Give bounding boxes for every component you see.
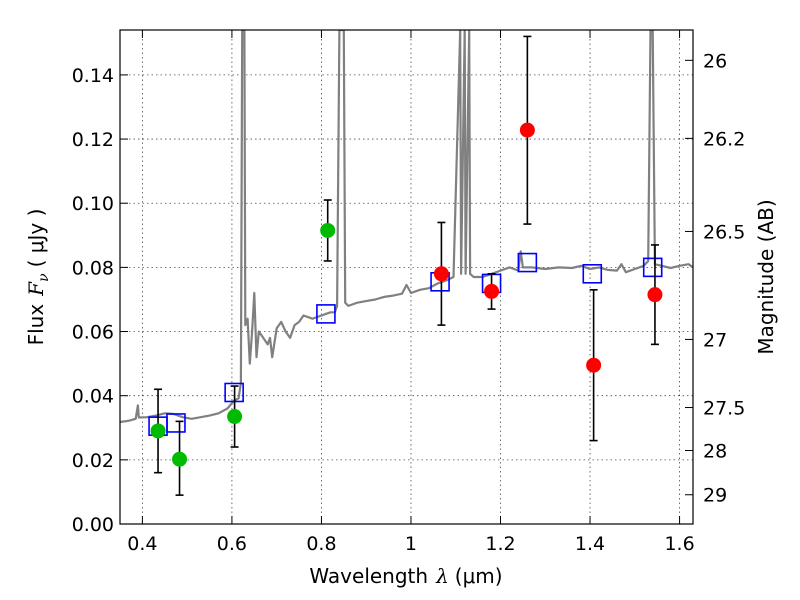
series-layer — [120, 30, 693, 496]
detection-point — [519, 122, 535, 138]
y-tick-label: 0.00 — [72, 514, 114, 536]
y2-tick-label: 28 — [703, 441, 727, 463]
x-tick-label: 0.4 — [127, 533, 157, 555]
x-tick-label: 0.8 — [306, 533, 336, 555]
y-tick-label: 0.10 — [72, 193, 114, 215]
y-tick-label: 0.04 — [72, 386, 114, 408]
model-photometry-point — [166, 413, 186, 433]
y2-axis: 26 26.2 26.5 27 27.5 28 29 — [685, 50, 745, 507]
y-tick-label: 0.12 — [72, 129, 114, 151]
spectrum-line — [120, 30, 693, 424]
y2-axis-label: Magnitude (AB) — [754, 199, 778, 354]
model-photometry-point — [517, 252, 538, 273]
x-tick-label: 1 — [405, 533, 417, 555]
plot-area — [120, 30, 693, 496]
y2-tick-label: 27 — [703, 329, 727, 351]
detection-point — [586, 357, 602, 373]
detection-point — [172, 451, 188, 467]
x-axis: 0.4 0.6 0.8 1 1.2 1.4 1.6 — [127, 30, 695, 555]
y2-tick-label: 26.5 — [703, 221, 745, 243]
detection-point — [320, 222, 336, 238]
x-tick-label: 1.4 — [575, 533, 605, 555]
y2-tick-label: 26.2 — [703, 128, 745, 150]
detection-point — [227, 409, 243, 425]
y-tick-label: 0.08 — [72, 257, 114, 279]
detection-point — [484, 283, 500, 299]
model-photometry-point — [582, 263, 603, 284]
y-tick-label: 0.02 — [72, 450, 114, 472]
detection-point — [150, 423, 166, 439]
y-tick-label: 0.14 — [72, 65, 114, 87]
plot-frame — [119, 29, 694, 525]
y2-tick-label: 27.5 — [703, 398, 745, 420]
x-axis-label: Wavelength λ (μm) — [309, 564, 502, 588]
model-photometry-point — [316, 304, 336, 324]
detection-point — [647, 287, 663, 303]
y-tick-label: 0.06 — [72, 322, 114, 344]
detection-point — [433, 266, 449, 282]
grid-lines — [120, 30, 693, 525]
y2-tick-label: 26 — [703, 50, 727, 72]
y2-tick-label: 29 — [703, 485, 727, 507]
y-axis-label: FluxFν( μJy ) — [24, 209, 52, 346]
x-tick-label: 1.2 — [485, 533, 515, 555]
x-tick-label: 0.6 — [217, 533, 247, 555]
x-tick-label: 1.6 — [664, 533, 694, 555]
y-axis: 0.00 0.02 0.04 0.06 0.08 0.10 0.12 0.14 — [72, 65, 128, 536]
model-photometry-point — [642, 257, 663, 278]
